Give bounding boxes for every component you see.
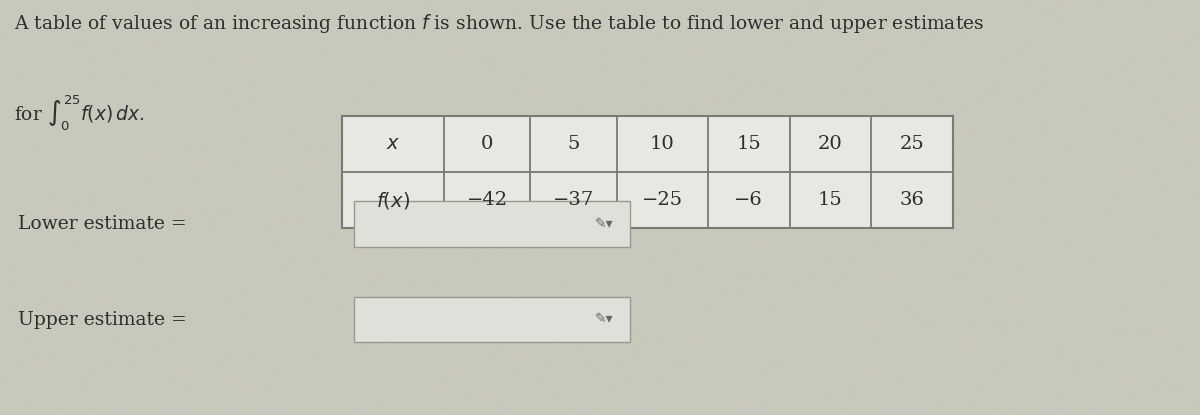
Text: 10: 10 [650, 135, 674, 153]
Text: 25: 25 [900, 135, 924, 153]
Text: −37: −37 [553, 191, 594, 209]
Text: −25: −25 [642, 191, 683, 209]
Text: 5: 5 [568, 135, 580, 153]
Text: for $\int_0^{25} f(x)\, dx$.: for $\int_0^{25} f(x)\, dx$. [14, 93, 145, 133]
Text: 0: 0 [481, 135, 493, 153]
Text: 15: 15 [737, 135, 761, 153]
Text: −42: −42 [467, 191, 508, 209]
Text: A table of values of an increasing function $f$ is shown. Use the table to find : A table of values of an increasing funct… [14, 12, 985, 35]
Text: 15: 15 [818, 191, 842, 209]
Text: Lower estimate =: Lower estimate = [18, 215, 187, 233]
Text: 20: 20 [818, 135, 842, 153]
Bar [342, 116, 953, 228]
Text: 36: 36 [900, 191, 924, 209]
Text: ✎▾: ✎▾ [594, 312, 613, 327]
Text: Upper estimate =: Upper estimate = [18, 310, 187, 329]
Text: −6: −6 [734, 191, 763, 209]
Text: $x$: $x$ [386, 135, 400, 153]
Bar [354, 297, 630, 342]
Bar [354, 201, 630, 247]
Text: ✎▾: ✎▾ [594, 217, 613, 231]
Text: $f(x)$: $f(x)$ [376, 190, 410, 211]
